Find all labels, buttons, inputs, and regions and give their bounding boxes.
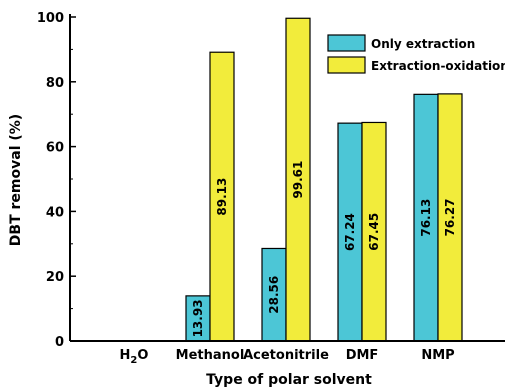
bar-value-label: 76.27 bbox=[443, 198, 457, 236]
bar-extraction-oxidation-3 bbox=[361, 121, 387, 342]
x-tick-label: H2O bbox=[120, 348, 149, 366]
bar-value-label: 67.45 bbox=[367, 213, 381, 251]
bar-value-label: 89.13 bbox=[215, 178, 229, 216]
x-tick-label: NMP bbox=[421, 348, 454, 363]
legend-label-only-extraction: Only extraction bbox=[371, 37, 475, 51]
y-tick-label: 80 bbox=[46, 76, 64, 91]
bar-extraction-oxidation-1 bbox=[209, 51, 235, 342]
bar-value-label: 28.56 bbox=[267, 276, 281, 314]
legend-label-extraction-oxidation: Extraction-oxidation bbox=[371, 59, 505, 73]
x-axis-title: Type of polar solvent bbox=[206, 372, 372, 387]
x-tick-label: Acetonitrile bbox=[243, 348, 329, 363]
legend-swatch-only-extraction bbox=[327, 34, 366, 52]
bar-value-label: 13.93 bbox=[191, 299, 205, 337]
x-tick-label: Methanol bbox=[176, 348, 245, 363]
bar-value-label: 99.61 bbox=[291, 161, 305, 199]
bars-layer bbox=[185, 17, 463, 342]
y-tick-label: 60 bbox=[46, 141, 64, 156]
y-ticks-layer: 0 20 40 60 80 100 bbox=[37, 11, 76, 350]
bar-extraction-oxidation-4 bbox=[437, 93, 463, 342]
y-tick-label: 0 bbox=[55, 335, 64, 350]
bar-value-label: 76.13 bbox=[419, 199, 433, 237]
y-axis-title: DBT removal (%) bbox=[8, 114, 24, 246]
y-tick-label: 20 bbox=[46, 270, 64, 285]
bar-extraction-oxidation-2 bbox=[285, 17, 311, 342]
y-tick-label: 40 bbox=[46, 205, 64, 220]
bar-value-label: 67.24 bbox=[343, 213, 357, 251]
legend: Only extraction Extraction-oxidation bbox=[327, 34, 505, 74]
legend-swatch-extraction-oxidation bbox=[327, 56, 366, 74]
bar-labels-layer: 13.93 89.13 28.56 99.61 67.24 67.45 76.13 76.27 bbox=[191, 161, 457, 338]
x-tick-label: DMF bbox=[346, 348, 379, 363]
y-tick-label: 100 bbox=[37, 11, 64, 26]
axes-layer bbox=[69, 14, 505, 342]
